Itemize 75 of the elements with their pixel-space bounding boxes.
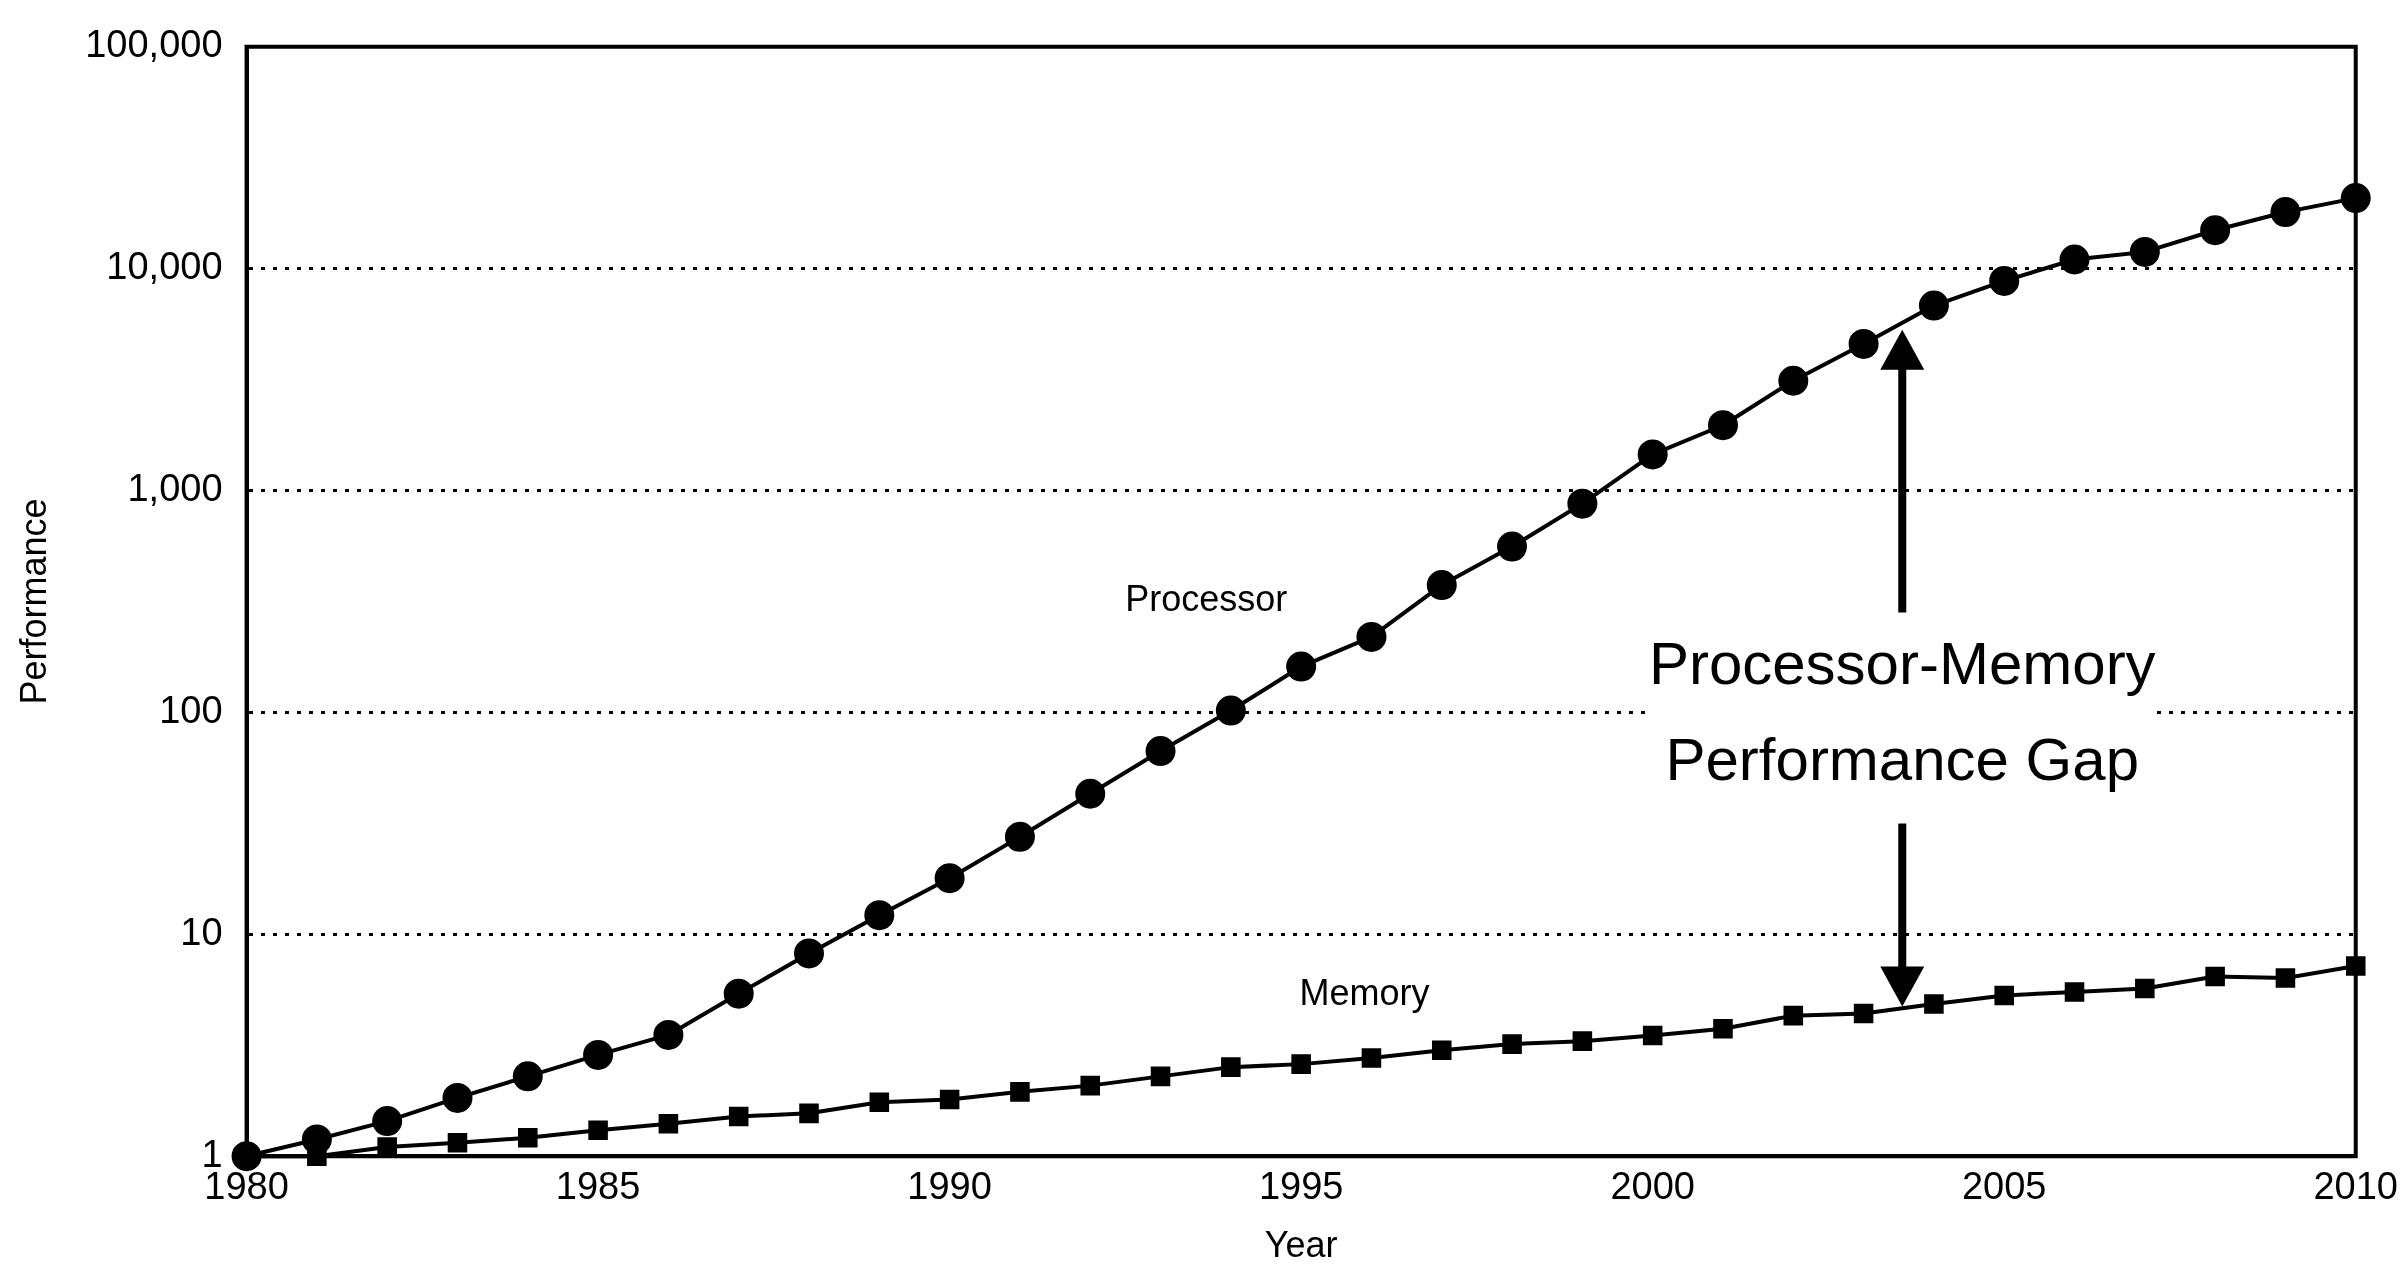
point xyxy=(1502,1034,1522,1054)
point xyxy=(2059,244,2090,275)
point xyxy=(1994,985,2014,1006)
point xyxy=(1989,265,2020,296)
point xyxy=(2064,982,2085,1002)
point xyxy=(728,1106,749,1127)
y-tick-label: 100,000 xyxy=(85,23,223,66)
series-label: Memory xyxy=(1299,972,1430,1014)
point xyxy=(372,1106,403,1137)
point xyxy=(447,1132,468,1153)
point xyxy=(1783,1005,1804,1026)
point xyxy=(1221,1057,1241,1077)
series-label: Processor xyxy=(1125,578,1288,620)
point xyxy=(723,978,754,1009)
point xyxy=(1642,1025,1663,1046)
point xyxy=(377,1137,397,1157)
y-tick-label: 100 xyxy=(159,688,223,731)
point xyxy=(653,1019,684,1050)
point xyxy=(2200,215,2231,246)
x-tick-label: 2000 xyxy=(1610,1165,1695,1208)
point xyxy=(512,1061,543,1092)
point xyxy=(1924,994,1944,1014)
y-tick-label: 10 xyxy=(180,910,223,953)
point xyxy=(1707,410,1738,441)
point xyxy=(1215,695,1246,726)
point xyxy=(1713,1019,1733,1039)
x-tick-label: 2010 xyxy=(2313,1165,2399,1208)
point xyxy=(1286,651,1317,682)
point xyxy=(1497,531,1528,562)
point xyxy=(1080,1075,1101,1096)
point xyxy=(1778,365,1809,396)
point xyxy=(2275,968,2296,988)
point xyxy=(2205,966,2225,987)
point xyxy=(2270,197,2301,228)
point xyxy=(794,938,825,969)
x-tick-label: 2005 xyxy=(1961,1165,2047,1208)
point xyxy=(1426,570,1457,601)
point xyxy=(1572,1031,1593,1051)
point xyxy=(1853,1003,1874,1024)
y-tick-label: 1,000 xyxy=(127,467,223,510)
point xyxy=(2129,236,2160,267)
point xyxy=(799,1103,819,1124)
point xyxy=(1431,1040,1452,1061)
x-tick-label: 1990 xyxy=(907,1165,992,1208)
point xyxy=(1361,1048,1382,1068)
y-axis-title: Performance xyxy=(12,498,54,705)
x-tick-label: 1985 xyxy=(555,1165,641,1208)
point xyxy=(658,1114,679,1134)
annotation: Processor-Memory Performance Gap xyxy=(1648,616,2156,809)
point xyxy=(1291,1054,1311,1074)
x-axis-title: Year xyxy=(1264,1224,1338,1266)
point xyxy=(1075,778,1106,809)
point xyxy=(1145,736,1176,767)
point xyxy=(583,1039,614,1070)
point xyxy=(2340,183,2371,214)
y-tick-label: 10,000 xyxy=(106,245,223,288)
point xyxy=(2135,978,2155,999)
point xyxy=(939,1089,960,1110)
point xyxy=(1010,1082,1030,1102)
point xyxy=(1567,488,1598,519)
point xyxy=(1004,821,1035,852)
point xyxy=(588,1120,608,1140)
point xyxy=(231,1141,262,1172)
x-tick-label: 1995 xyxy=(1258,1165,1344,1208)
point xyxy=(1848,328,1879,359)
point xyxy=(1356,621,1387,652)
point xyxy=(869,1092,890,1113)
point xyxy=(1150,1066,1171,1087)
point xyxy=(518,1128,538,1148)
point xyxy=(1918,290,1949,321)
point xyxy=(2345,956,2366,976)
point xyxy=(864,900,895,931)
point xyxy=(1637,439,1668,470)
point xyxy=(934,863,965,894)
point xyxy=(442,1082,473,1113)
